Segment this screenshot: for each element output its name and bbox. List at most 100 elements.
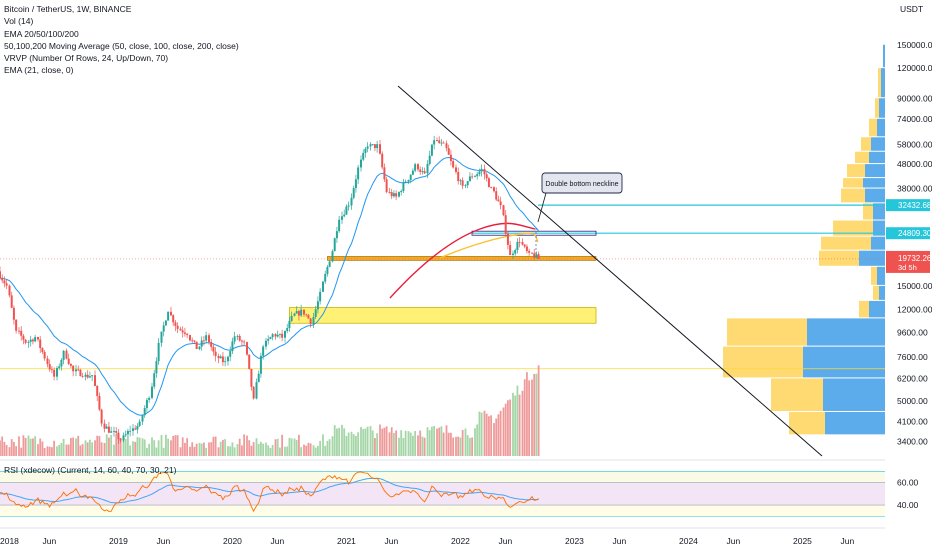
vrvp-bar-up: [881, 68, 885, 98]
candle-body: [347, 205, 350, 207]
candle-body: [3, 280, 6, 284]
volume-bar: [398, 437, 400, 456]
candle-body: [409, 174, 412, 180]
volume-bar: [160, 435, 163, 456]
rsi-lower-band: [0, 505, 885, 517]
candle-body: [191, 340, 194, 342]
candle-body: [155, 361, 158, 374]
candle-body: [160, 331, 163, 343]
volume-bar: [464, 428, 467, 456]
legend-ema21[interactable]: EMA (21, close, 0): [4, 65, 74, 76]
volume-bar: [186, 438, 189, 456]
candle-body: [105, 426, 108, 429]
candle-body: [208, 335, 210, 342]
candle-body: [373, 144, 376, 149]
candle-body: [12, 307, 15, 320]
candle-body: [525, 246, 528, 252]
level-price-tag: 32432.68: [886, 199, 932, 212]
volume-bar: [324, 445, 327, 456]
volume-bar: [388, 432, 391, 456]
vrvp-bar-down: [789, 411, 825, 435]
volume-bar: [58, 444, 61, 456]
volume-bar: [455, 436, 457, 456]
volume-bar: [53, 440, 56, 456]
candle-body: [400, 190, 403, 193]
candle-body: [506, 233, 509, 245]
currency-label: USDT: [900, 4, 923, 14]
time-tick-label: Jun: [613, 536, 627, 546]
candle-body: [94, 375, 96, 386]
volume-bar: [141, 438, 144, 456]
vrvp-bar-up: [865, 188, 885, 203]
volume-bar: [428, 430, 431, 456]
candle-body: [60, 360, 63, 367]
volume-bar: [37, 444, 39, 456]
volume-bar: [250, 445, 253, 456]
volume-bar: [41, 441, 44, 456]
candle-body: [314, 309, 317, 317]
legend-volume[interactable]: Vol (14): [4, 16, 34, 27]
vrvp-bar-down: [861, 137, 871, 151]
candle-body: [153, 373, 156, 387]
price-tick-label: 4100.00: [897, 417, 928, 427]
legend-ma-set[interactable]: 50,100,200 Moving Average (50, close, 10…: [4, 40, 239, 51]
price-tick-label: 15000.00: [897, 281, 932, 291]
vrvp-bar-up: [879, 98, 885, 118]
volume-bar: [124, 438, 127, 456]
last-price-tag-bg: [886, 250, 930, 273]
candle-body: [100, 409, 103, 424]
candle-body: [20, 330, 23, 336]
legend-ema-set[interactable]: EMA 20/50/100/200: [4, 28, 79, 39]
volume-bar: [436, 428, 438, 456]
candle-body: [124, 434, 127, 436]
volume-bar: [208, 442, 210, 456]
volume-bar: [20, 447, 23, 456]
volume-bar: [281, 434, 284, 456]
candle-body: [255, 382, 258, 399]
candle-body: [259, 355, 262, 374]
volume-bar: [181, 437, 184, 456]
volume-bar: [426, 427, 429, 456]
candle-body: [88, 376, 91, 378]
volume-bar: [514, 395, 517, 456]
candle-body: [461, 180, 464, 186]
vrvp-bar-down: [843, 178, 863, 188]
volume-bar: [231, 442, 234, 456]
volume-bar: [535, 373, 538, 456]
volume-bar: [79, 445, 82, 456]
candle-body: [5, 283, 8, 286]
vrvp-bar-up: [807, 318, 885, 346]
candle-body: [167, 311, 170, 321]
legend-symbol[interactable]: Bitcoin / TetherUS, 1W, BINANCE: [4, 4, 132, 14]
volume-bar: [381, 428, 384, 456]
candle-body: [533, 253, 536, 258]
candle-body: [174, 322, 177, 326]
candle-body: [24, 339, 27, 343]
candle-body: [41, 348, 44, 352]
candle-body: [438, 140, 441, 143]
time-tick-label: Jun: [841, 536, 855, 546]
last-price-countdown: 3d 5h: [898, 263, 917, 272]
legend-vrvp[interactable]: VRVP (Number Of Rows, 24, Up/Down, 70): [4, 53, 169, 64]
candle-body: [288, 320, 291, 329]
vrvp-bar-up: [865, 164, 885, 178]
candle-body: [202, 340, 205, 342]
demand-zone: [289, 307, 597, 324]
volume-bar: [369, 426, 372, 456]
volume-bar: [298, 434, 300, 456]
candle-body: [476, 174, 479, 177]
volume-bar: [48, 446, 51, 456]
candle-body: [512, 253, 514, 256]
volume-bar: [243, 434, 246, 456]
volume-bar: [471, 437, 474, 456]
candle-body: [388, 192, 391, 193]
volume-bar: [222, 439, 224, 456]
candle-body: [523, 244, 526, 247]
candle-body: [27, 341, 30, 343]
rsi-legend[interactable]: RSI (xdecow) (Current, 14, 60, 40, 70, 3…: [4, 465, 177, 475]
volume-bar: [115, 434, 118, 456]
